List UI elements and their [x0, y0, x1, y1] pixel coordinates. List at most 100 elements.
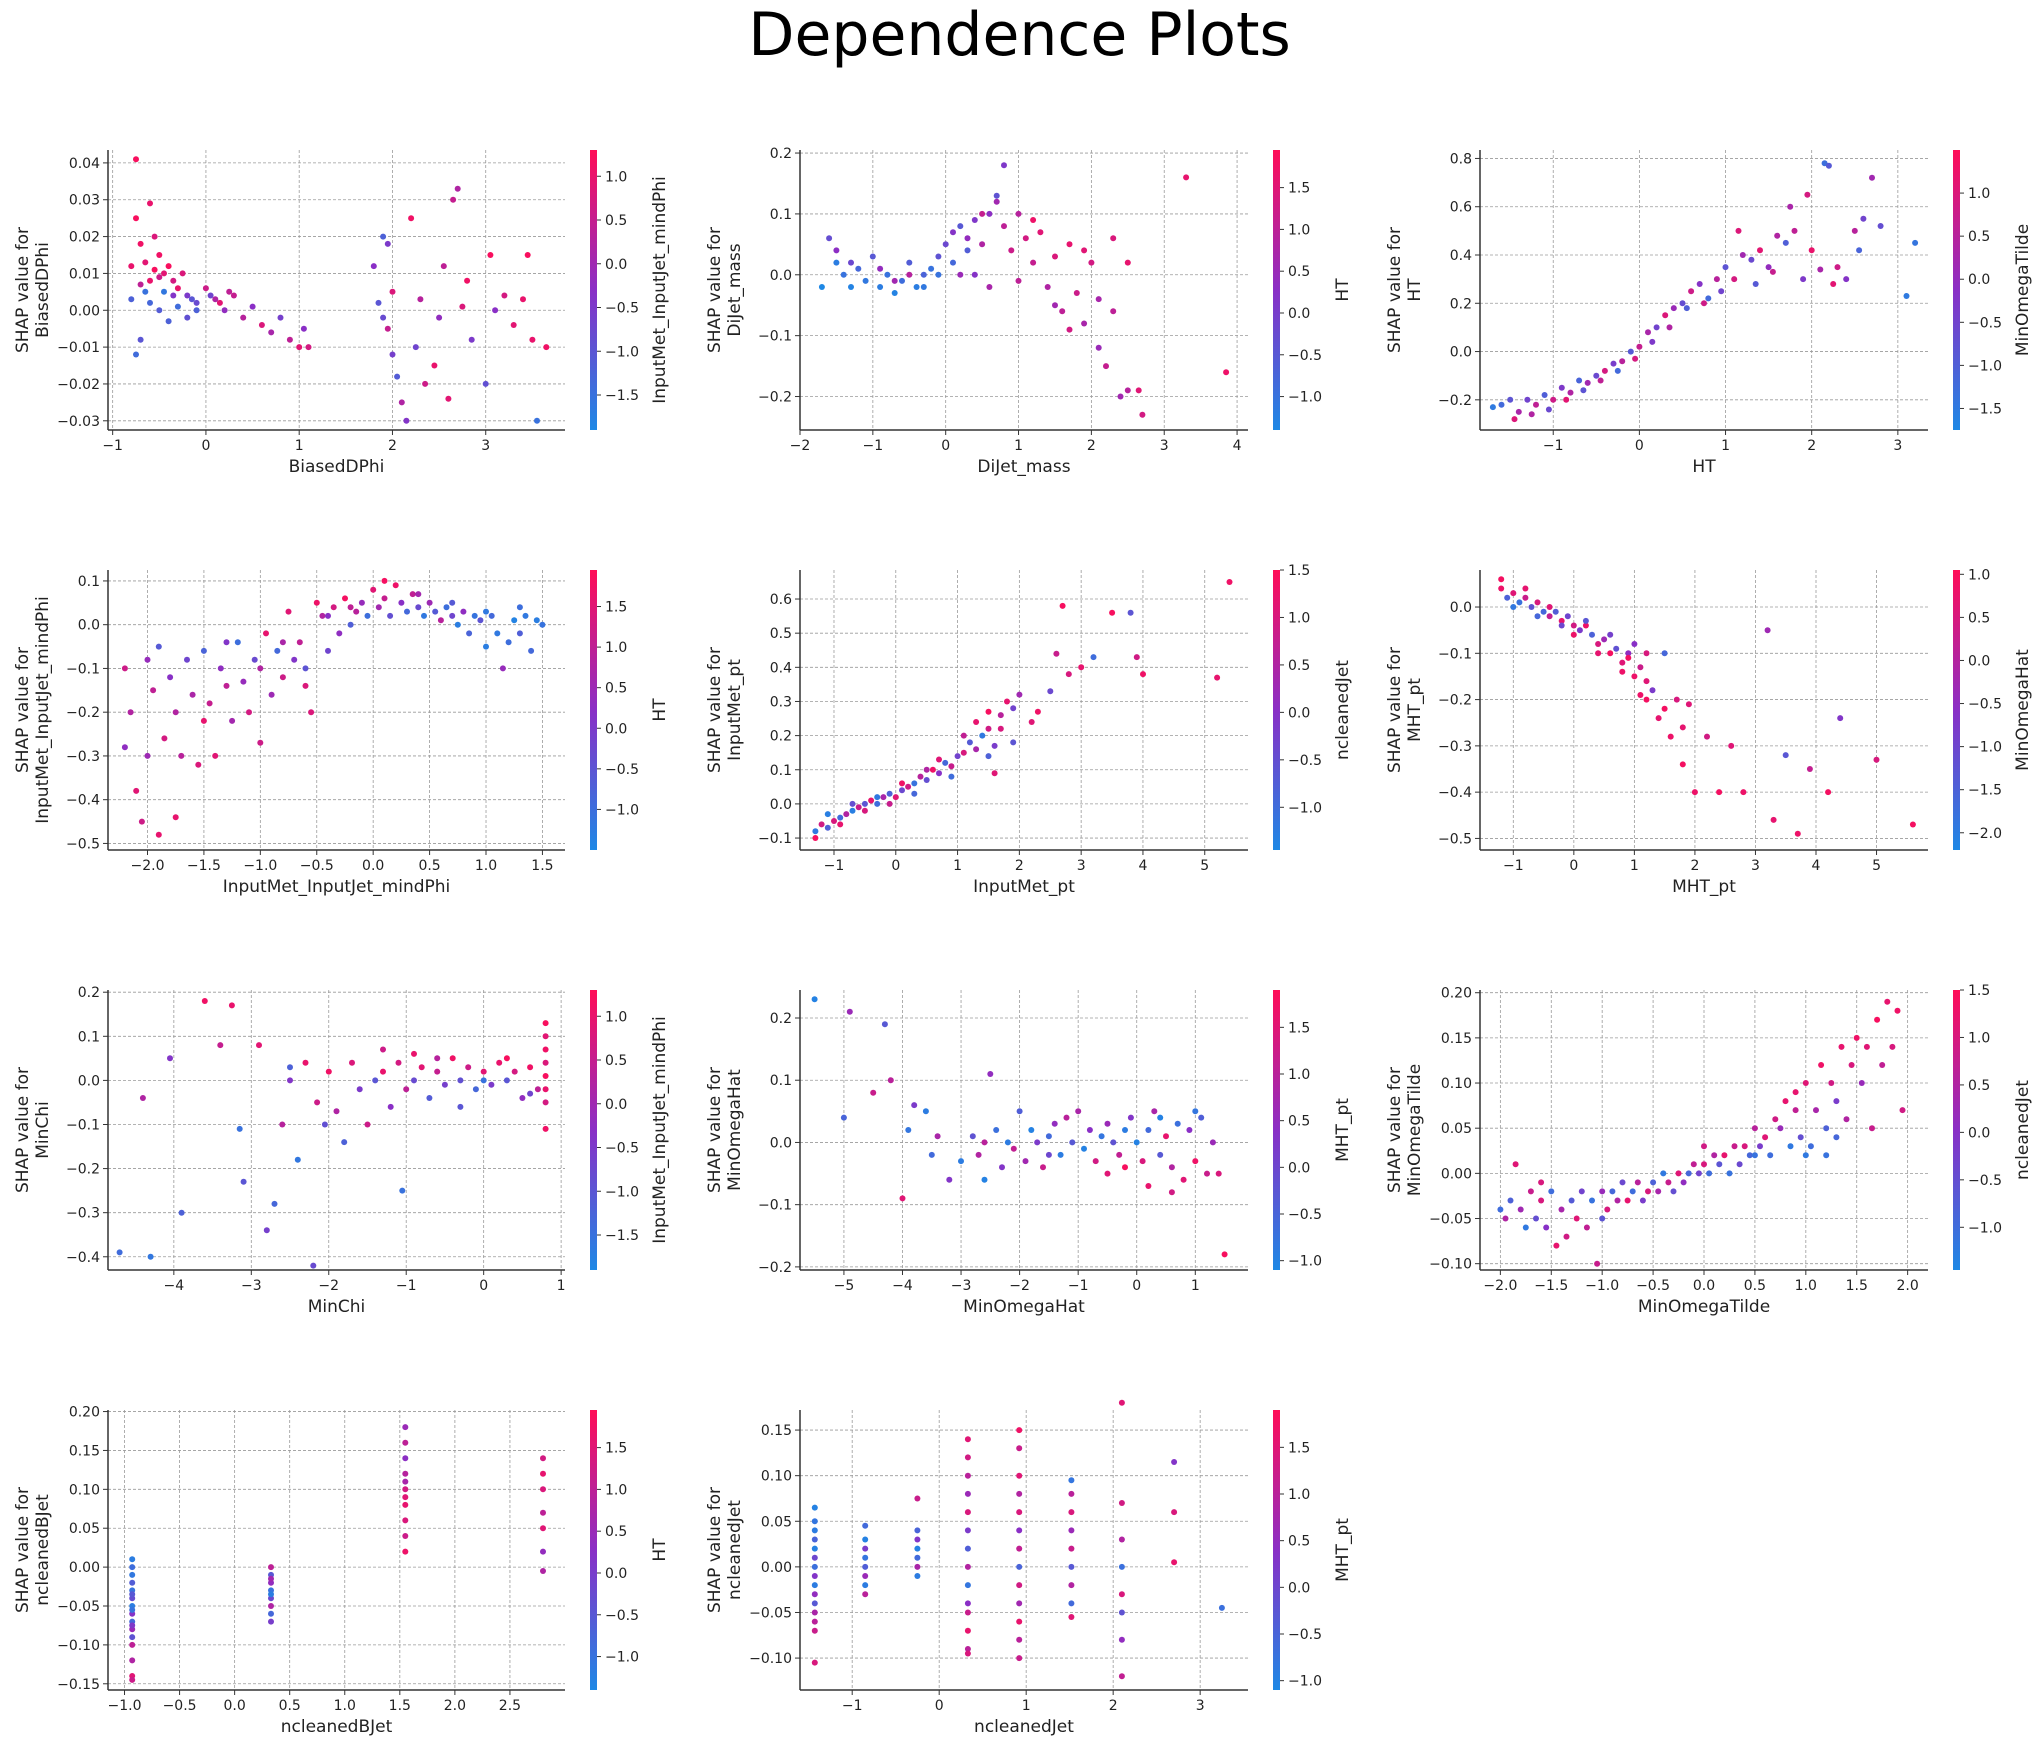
data-point [1843, 276, 1850, 283]
colorbar-label: ncleanedJet [1333, 660, 1353, 760]
data-point [833, 259, 840, 266]
x-tick-label: 3 [1893, 438, 1902, 454]
data-point [402, 1470, 409, 1477]
data-point [174, 303, 181, 310]
y-axis-label: SHAP value forInputMet_pt [705, 647, 745, 773]
data-point [1059, 308, 1066, 315]
y-tick-label: 0.20 [69, 1405, 100, 1421]
data-point [905, 783, 912, 790]
data-point [133, 215, 139, 222]
x-tick-label: 3 [1077, 858, 1086, 874]
data-point [402, 1548, 409, 1555]
data-point [1163, 1133, 1169, 1140]
colorbar-tick-label: 1.5 [1288, 1020, 1310, 1036]
data-point [1016, 1472, 1023, 1479]
y-tick-label: −0.01 [57, 340, 100, 356]
data-point [403, 1086, 410, 1093]
data-point [975, 1151, 982, 1158]
data-point [1570, 622, 1577, 629]
data-point [394, 373, 401, 380]
data-point [325, 1068, 332, 1075]
x-tick-label: −3 [951, 1278, 972, 1294]
dependence-plot-inputmet-pt: −1 0 1 2 3 4 5 −0.1 0.0 0.1 0.2 0.3 0.4 0.5 0.6 InputMe… [705, 563, 1353, 897]
x-axis-label: MinOmegaTilde [1638, 1297, 1770, 1317]
data-point [1524, 396, 1531, 403]
data-point [138, 818, 145, 825]
data-point [542, 1073, 549, 1079]
data-point [1619, 358, 1626, 365]
data-point [380, 233, 387, 240]
data-point [1570, 631, 1577, 638]
data-point [1869, 1125, 1875, 1132]
data-point [1068, 1614, 1075, 1620]
y-axis-label: SHAP value forMinOmegaTilde [1385, 1064, 1425, 1196]
data-point [1218, 1604, 1225, 1611]
data-point [121, 744, 128, 751]
x-tick-label: −5 [834, 1278, 855, 1294]
data-point [1016, 1445, 1023, 1452]
x-tick-label: 0.5 [418, 858, 440, 874]
data-point [811, 1527, 818, 1534]
data-point [831, 818, 837, 824]
data-point [268, 1591, 274, 1598]
data-point [1645, 1188, 1651, 1195]
x-tick-label: 2.0 [444, 1698, 466, 1714]
y-tick-label: −0.1 [66, 1117, 100, 1133]
x-tick-label: 3 [1196, 1698, 1205, 1714]
x-tick-label: 0.5 [279, 1698, 301, 1714]
x-axis-label: ncleanedJet [974, 1717, 1074, 1737]
data-point [133, 787, 140, 794]
data-point [1022, 235, 1029, 242]
data-point [1016, 691, 1023, 698]
data-point [1068, 1582, 1075, 1589]
data-point [296, 639, 303, 646]
data-point [957, 223, 964, 230]
data-point [1818, 1062, 1825, 1068]
data-point [1567, 389, 1574, 396]
x-tick-label: −1 [824, 858, 845, 874]
data-point [228, 1002, 235, 1009]
data-point [188, 296, 195, 303]
data-point [528, 647, 535, 654]
data-point [1631, 673, 1638, 680]
data-point [1791, 227, 1798, 234]
data-point [370, 586, 377, 593]
x-tick-label: 0.0 [224, 1698, 246, 1714]
data-point [892, 794, 899, 801]
data-point [826, 235, 833, 242]
data-point [1075, 1108, 1082, 1115]
data-point [1183, 174, 1190, 181]
x-tick-label: 1 [1721, 438, 1730, 454]
data-point [1800, 276, 1807, 283]
data-point [381, 577, 388, 584]
data-point [1558, 617, 1565, 624]
data-point [505, 639, 512, 646]
data-point [1016, 1490, 1023, 1497]
colorbar-tick-label: 1.5 [1968, 983, 1990, 999]
data-point [389, 351, 396, 358]
data-point [993, 192, 1000, 199]
data-point [341, 1139, 348, 1146]
x-tick-label: 5 [1872, 858, 1881, 874]
data-point [981, 1139, 988, 1146]
x-tick-label: 0 [891, 858, 900, 874]
data-point [249, 303, 256, 310]
data-point [1174, 1120, 1181, 1127]
colorbar-tick-label: 0.5 [1288, 1534, 1310, 1550]
y-tick-label: 0.05 [69, 1521, 100, 1537]
dependence-plot-mht-pt: −1 0 1 2 3 4 5 −0.5 −0.4 −0.3 −0.2 −0.1 0.0 MHT_pt SHA… [1385, 567, 2033, 897]
y-tick-label: −0.1 [758, 831, 792, 847]
data-point [294, 1156, 301, 1163]
data-point [1817, 266, 1824, 273]
data-point [279, 1121, 286, 1128]
data-point [129, 1641, 136, 1648]
data-point [411, 1050, 417, 1057]
x-tick-label: 2.5 [499, 1698, 521, 1714]
data-point [1792, 1107, 1799, 1114]
data-point [1787, 1143, 1794, 1150]
y-tick-label: 0.02 [69, 230, 100, 246]
data-point [1851, 227, 1858, 234]
data-point [1610, 360, 1617, 367]
data-point [1573, 1215, 1580, 1222]
y-tick-label: −0.3 [66, 749, 100, 765]
